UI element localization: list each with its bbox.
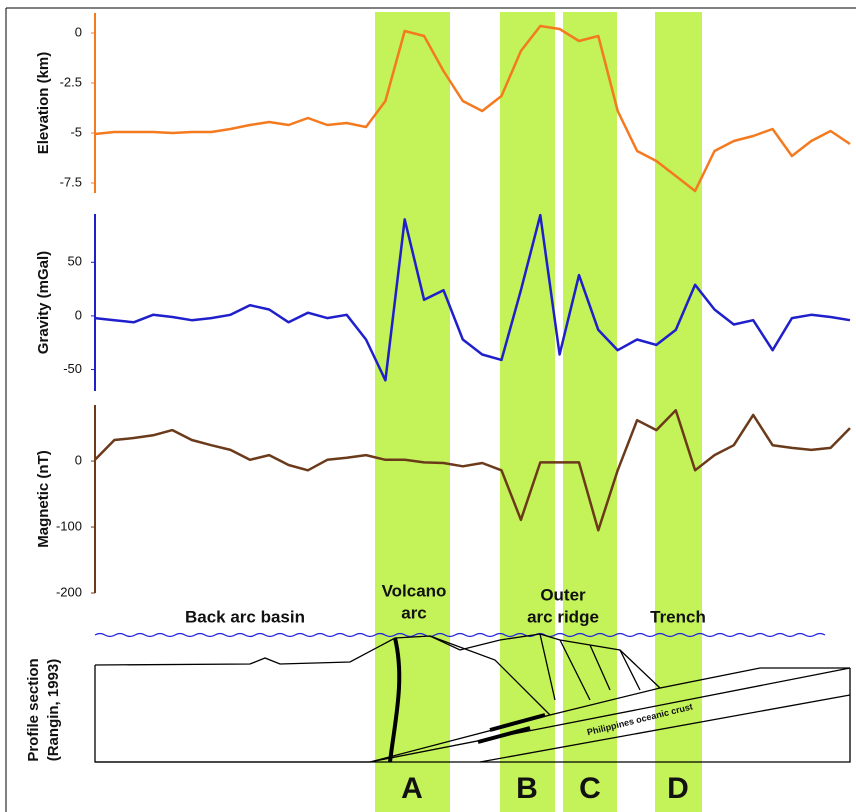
magma bbox=[388, 637, 402, 763]
band bbox=[655, 12, 702, 812]
faults bbox=[95, 633, 661, 763]
band-label: D bbox=[667, 772, 689, 805]
sea-level bbox=[94, 632, 826, 638]
y-tick-label: 0 bbox=[75, 453, 82, 468]
band bbox=[563, 12, 617, 812]
region-label: Volcano bbox=[382, 581, 447, 600]
y-tick-label: -100 bbox=[56, 518, 82, 533]
band-label: B bbox=[516, 772, 538, 805]
band bbox=[375, 12, 450, 812]
y-tick-label: -200 bbox=[56, 584, 82, 599]
band-label: A bbox=[401, 772, 423, 805]
profile-line bbox=[94, 213, 851, 382]
profile-diagram bbox=[94, 632, 851, 763]
profile-line bbox=[94, 409, 851, 532]
y-tick-label: 0 bbox=[75, 24, 82, 39]
profile-line bbox=[94, 24, 851, 193]
y-axis-title: Gravity (mGal) bbox=[35, 251, 52, 354]
thrust bbox=[477, 713, 546, 744]
section-title: (Rangin, 1993) bbox=[45, 659, 62, 762]
band-label: C bbox=[579, 772, 601, 805]
region-label: arc ridge bbox=[527, 607, 599, 626]
section-title: Profile section bbox=[25, 658, 42, 761]
y-axis-title: Elevation (km) bbox=[35, 52, 52, 155]
surface bbox=[94, 633, 850, 689]
slab bbox=[369, 667, 851, 763]
region-label: Trench bbox=[650, 607, 706, 626]
y-tick-label: -7.5 bbox=[60, 174, 82, 189]
y-tick-label: 0 bbox=[75, 307, 82, 322]
region-label: arc bbox=[401, 603, 427, 622]
region-label: Back arc basin bbox=[185, 607, 305, 626]
band bbox=[500, 12, 555, 812]
y-axis-title: Magnetic (nT) bbox=[35, 450, 52, 548]
bands bbox=[375, 12, 702, 812]
y-tick-label: 50 bbox=[68, 254, 82, 269]
y-tick-label: -2.5 bbox=[60, 74, 82, 89]
y-tick-label: -50 bbox=[63, 361, 82, 376]
region-label: Outer bbox=[540, 585, 586, 604]
section-frame bbox=[94, 665, 851, 763]
y-tick-label: -5 bbox=[70, 124, 82, 139]
